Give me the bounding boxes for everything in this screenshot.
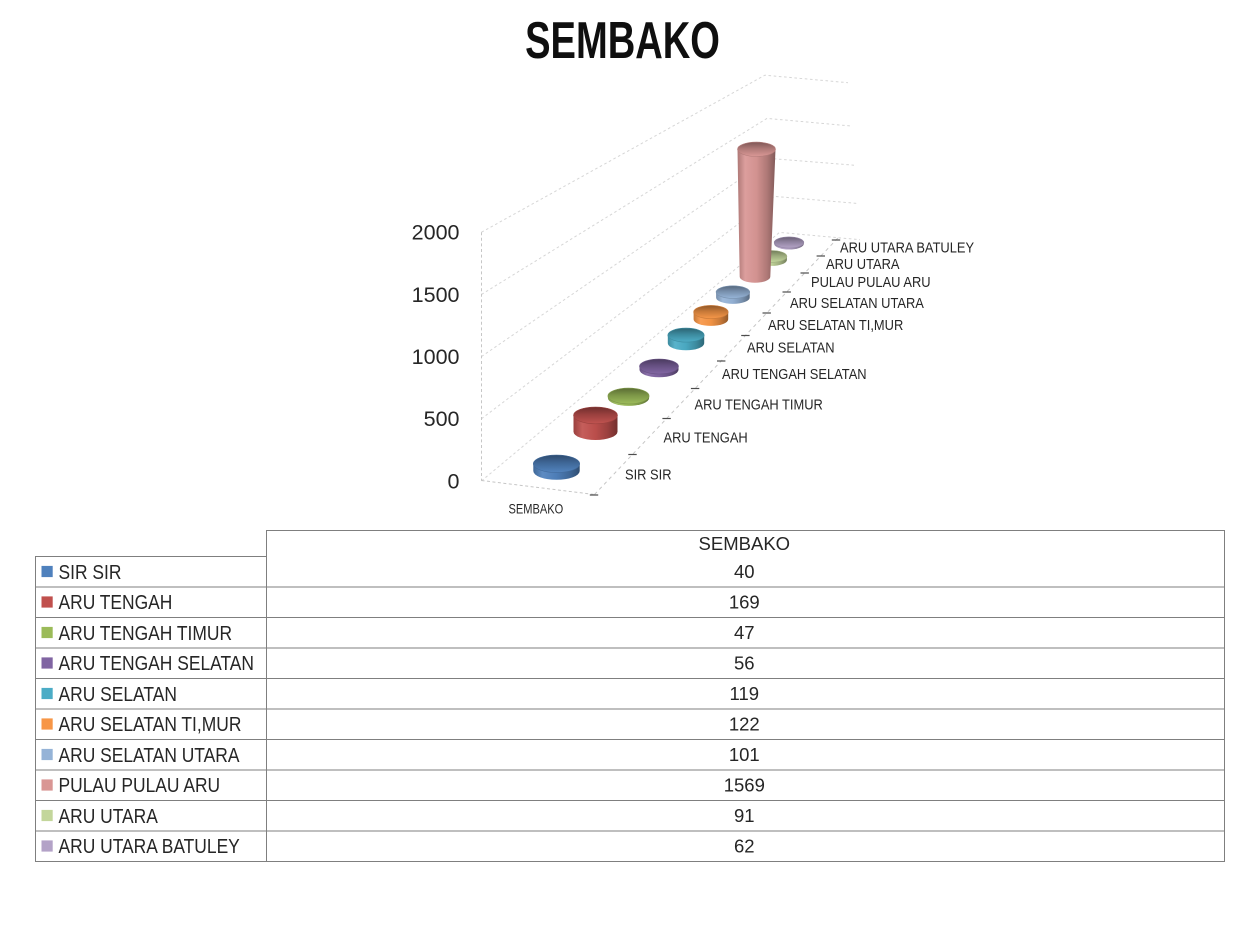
svg-text:ARU UTARA: ARU UTARA [59,806,159,829]
svg-text:SIR SIR: SIR SIR [625,466,672,483]
svg-text:SEMBAKO: SEMBAKO [525,11,720,69]
svg-text:56: 56 [734,653,755,674]
svg-text:1569: 1569 [724,775,765,796]
svg-text:SEMBAKO: SEMBAKO [509,501,564,516]
svg-text:ARU TENGAH TIMUR: ARU TENGAH TIMUR [695,396,823,413]
svg-text:47: 47 [734,622,755,643]
svg-text:ARU SELATAN: ARU SELATAN [747,339,835,356]
svg-text:ARU TENGAH TIMUR: ARU TENGAH TIMUR [59,623,233,646]
svg-text:91: 91 [734,805,755,826]
svg-text:PULAU PULAU ARU: PULAU PULAU ARU [59,775,221,798]
svg-text:SEMBAKO: SEMBAKO [699,533,791,554]
svg-text:PULAU PULAU ARU: PULAU PULAU ARU [811,273,931,290]
svg-text:1500: 1500 [412,283,460,307]
svg-text:ARU TENGAH: ARU TENGAH [59,592,173,615]
svg-text:101: 101 [729,744,760,765]
svg-text:ARU UTARA: ARU UTARA [826,255,900,272]
svg-text:SIR SIR: SIR SIR [59,562,122,585]
svg-text:169: 169 [729,592,760,613]
svg-text:ARU SELATAN UTARA: ARU SELATAN UTARA [59,745,240,768]
svg-text:62: 62 [734,836,755,857]
svg-text:ARU SELATAN: ARU SELATAN [59,684,177,707]
svg-text:ARU UTARA BATULEY: ARU UTARA BATULEY [840,238,975,255]
svg-text:0: 0 [448,469,460,493]
svg-text:500: 500 [424,407,460,431]
svg-text:40: 40 [734,561,755,582]
svg-text:ARU SELATAN TI,MUR: ARU SELATAN TI,MUR [768,316,903,333]
svg-text:122: 122 [729,714,760,735]
svg-text:ARU TENGAH SELATAN: ARU TENGAH SELATAN [722,365,867,382]
svg-text:ARU SELATAN UTARA: ARU SELATAN UTARA [790,294,924,311]
svg-text:ARU SELATAN TI,MUR: ARU SELATAN TI,MUR [59,714,242,737]
svg-text:ARU TENGAH SELATAN: ARU TENGAH SELATAN [59,653,255,676]
svg-text:ARU UTARA BATULEY: ARU UTARA BATULEY [59,836,241,859]
svg-text:2000: 2000 [412,221,460,245]
svg-text:1000: 1000 [412,345,460,369]
svg-text:119: 119 [730,683,760,704]
svg-text:ARU TENGAH: ARU TENGAH [664,428,748,445]
